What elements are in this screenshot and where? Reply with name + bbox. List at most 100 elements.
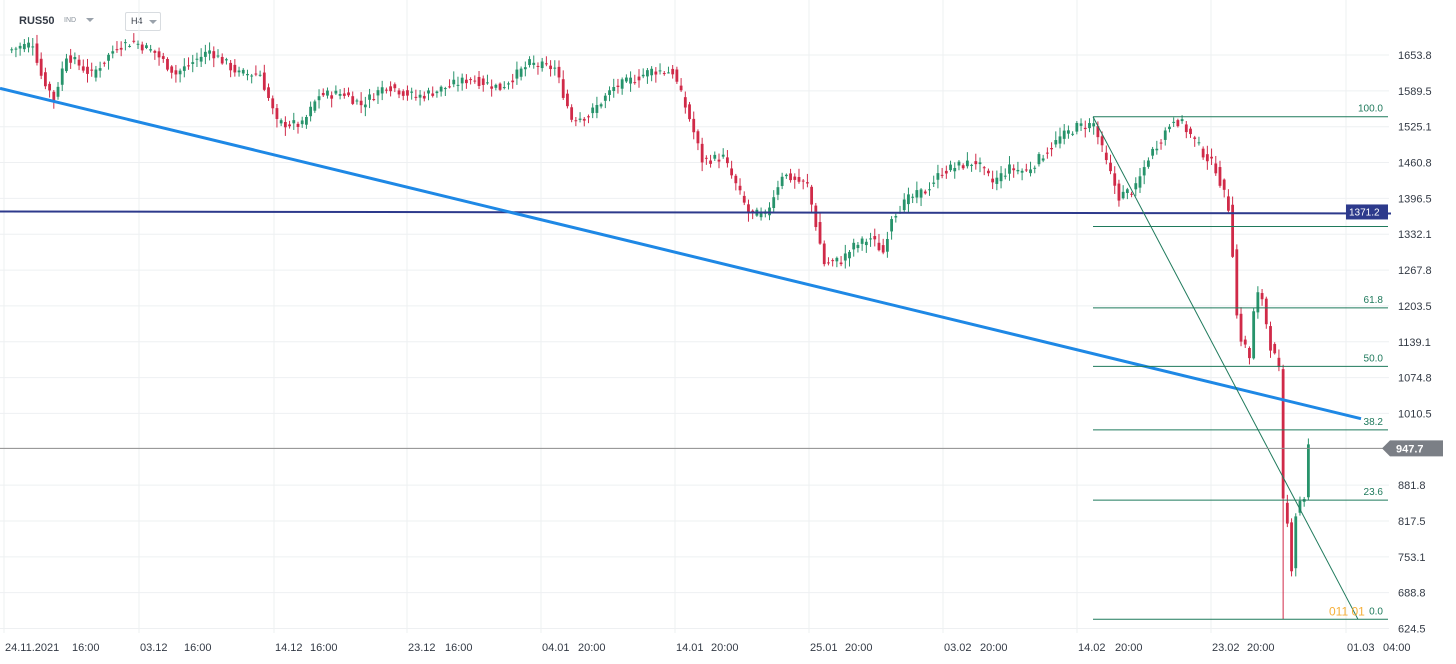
candle-up (225, 59, 228, 61)
candle-down (1277, 357, 1281, 368)
candle-up (553, 67, 557, 69)
candle-up (902, 199, 906, 211)
x-tick-label: 14.01 (676, 642, 704, 654)
candle-down (738, 185, 742, 191)
candle-down (102, 62, 106, 64)
candle-up (515, 69, 519, 79)
candle-up (145, 45, 148, 48)
candle-down (991, 178, 995, 183)
candle-up (1197, 142, 1201, 144)
candle-up (94, 69, 98, 78)
candle-up (427, 90, 430, 94)
x-tick-label: 23.02 (1212, 642, 1240, 654)
y-tick-label: 1396.5 (1398, 193, 1432, 205)
candle-down (1290, 522, 1293, 572)
candle-up (608, 90, 611, 95)
candle-up (1003, 175, 1007, 177)
candle-up (317, 96, 321, 101)
candle-up (1092, 123, 1096, 127)
candle-up (848, 251, 851, 259)
candle-down (1214, 163, 1218, 174)
candle-down (974, 161, 978, 165)
candle-up (418, 94, 422, 98)
candle-up (300, 120, 304, 125)
candle-down (1227, 196, 1230, 211)
candle-up (507, 83, 510, 85)
candle-up (624, 77, 628, 82)
candle-down (1264, 298, 1268, 325)
candle-up (355, 100, 359, 102)
candle-up (18, 45, 22, 49)
candle-up (949, 164, 952, 171)
candle-up (843, 253, 847, 261)
candle-down (1201, 148, 1205, 158)
x-tick-label: 14.12 (275, 642, 303, 654)
candle-up (1041, 158, 1045, 161)
candle-down (170, 66, 174, 73)
candle-down (1243, 339, 1247, 345)
candle-down (1222, 179, 1226, 190)
candle-up (326, 90, 329, 96)
candle-down (153, 50, 157, 53)
fib-diagonal[interactable] (1092, 116, 1359, 620)
candle-down (587, 116, 590, 118)
candle-down (730, 168, 734, 176)
candle-up (1058, 136, 1062, 144)
candle-down (717, 159, 721, 162)
candle-down (1096, 126, 1100, 138)
candle-up (1155, 148, 1159, 151)
fib-level-label: 100.0 (1358, 104, 1383, 115)
candle-up (456, 84, 460, 86)
candle-up (460, 77, 464, 84)
candle-down (1285, 502, 1289, 524)
candle-down (473, 80, 477, 82)
candle-up (10, 49, 14, 51)
candle-down (570, 107, 574, 120)
candle-down (1231, 204, 1235, 257)
candle-down (1113, 173, 1117, 186)
horizontal-level-label: 1371.2 (1349, 207, 1380, 218)
symbol-label[interactable]: RUS50 (19, 15, 55, 27)
candle-up (363, 104, 367, 108)
candle-up (191, 62, 195, 64)
trendline[interactable] (0, 86, 1362, 421)
candle-down (822, 243, 826, 265)
timeframe-dropdown-icon[interactable] (149, 20, 157, 24)
timeframe-selector[interactable]: H4 (125, 12, 161, 31)
candle-down (119, 47, 123, 50)
candle-up (149, 49, 153, 51)
candle-down (283, 121, 287, 128)
candle-up (136, 43, 140, 45)
candle-down (1281, 369, 1285, 499)
candle-up (1016, 169, 1020, 172)
candle-down (1260, 293, 1264, 300)
candle-down (469, 79, 472, 81)
x-tick-label: 20:00 (578, 642, 606, 654)
candle-down (393, 84, 397, 89)
fib-level-label: 61.8 (1364, 295, 1384, 306)
candle-up (1125, 189, 1129, 194)
x-tick-label: 14.02 (1078, 642, 1106, 654)
candle-up (835, 257, 839, 262)
ghost-price-label: 011 01 (1329, 604, 1365, 618)
candle-up (208, 50, 211, 54)
y-tick-label: 1267.8 (1398, 265, 1432, 277)
symbol-dropdown-icon[interactable] (86, 18, 94, 22)
candle-down (77, 59, 81, 66)
candle-up (1071, 133, 1075, 135)
y-tick-label: 753.1 (1398, 552, 1426, 564)
candle-up (1088, 123, 1091, 129)
candle-down (549, 65, 552, 70)
candle-up (237, 70, 241, 73)
candle-up (60, 68, 64, 85)
candle-down (86, 66, 89, 74)
candle-up (1062, 130, 1066, 139)
candle-up (885, 238, 889, 252)
candle-down (637, 76, 641, 81)
candle-down (229, 62, 233, 71)
candle-down (944, 170, 948, 174)
candle-up (1168, 126, 1171, 130)
candle-down (1024, 169, 1028, 171)
horizontal-level-line[interactable] (0, 210, 1392, 215)
